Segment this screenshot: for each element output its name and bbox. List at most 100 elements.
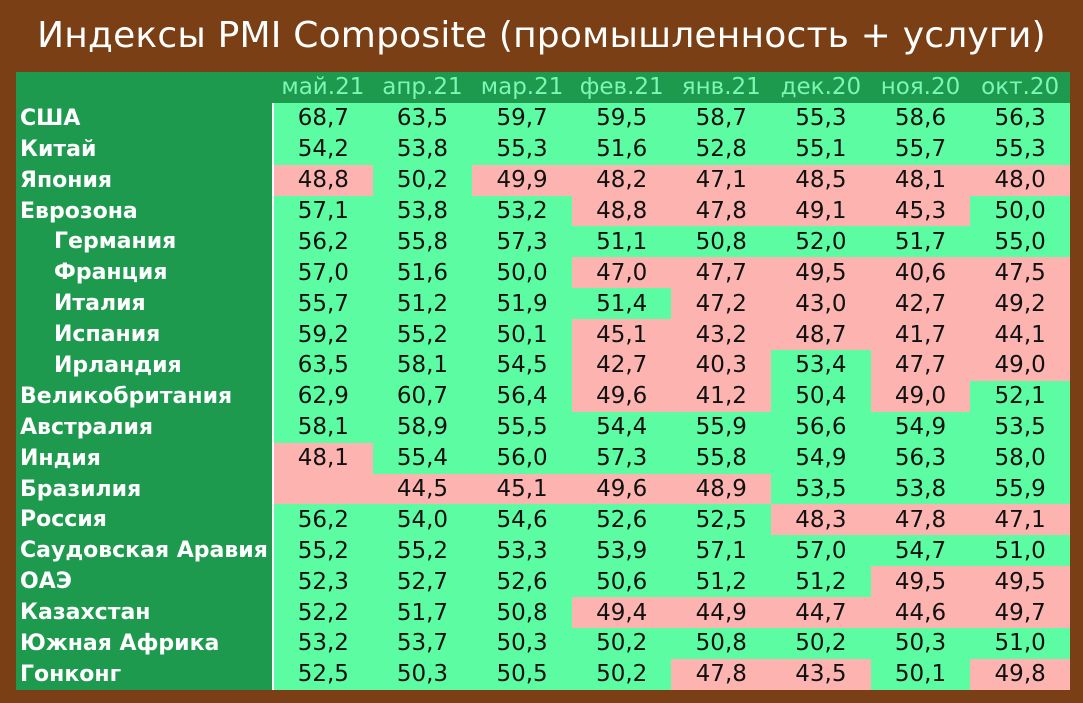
table-row: Великобритания 62,9 60,7 56,4 49,6 41,2 50,4 49… [16,380,1070,412]
value-cell: 49,1 [771,195,871,227]
value-cell: 53,2 [272,628,373,659]
value-cell: 49,6 [571,473,672,505]
value-cell: 50,0 [970,195,1070,227]
value-cell: 48,7 [771,319,871,351]
value-cell: 52,5 [671,504,772,536]
value-cell: 40,6 [870,257,971,289]
value-cell: 58,9 [372,411,473,443]
value-cell: 53,5 [771,473,871,505]
value-cell: 47,8 [671,195,772,227]
value-cell: 57,1 [671,535,772,567]
table-row: Япония 48,8 50,2 49,9 48,2 47,1 48,5 48,1 48,0 [16,164,1070,196]
table-row: Италия 55,7 51,2 51,9 51,4 47,2 43,0 42,7 49,2 [16,288,1070,320]
value-cell: 49,0 [870,380,971,412]
value-cell: 44,7 [771,597,871,629]
value-cell: 49,9 [472,164,572,196]
table-row: Казахстан 52,2 51,7 50,8 49,4 44,9 44,7 44,6 49,… [16,597,1070,629]
value-cell: 50,8 [671,226,772,258]
value-cell: 54,7 [870,535,971,567]
value-cell: 51,0 [970,628,1070,659]
value-cell: 57,1 [272,195,373,227]
value-cell: 50,3 [372,658,473,690]
table-row: Саудовская Аравия 55,2 55,2 53,3 53,9 57,1 57,… [16,535,1070,567]
country-label: Испания [16,319,274,351]
country-label: Россия [16,504,274,536]
value-cell: 43,2 [671,319,772,351]
value-cell: 57,0 [771,535,871,567]
column-header: мар.21 [472,72,572,103]
value-cell: 48,0 [970,164,1070,196]
value-cell: 56,3 [970,102,1070,134]
value-cell: 55,8 [671,442,772,474]
value-cell: 54,9 [870,411,971,443]
value-cell: 54,9 [771,442,871,474]
value-cell: 40,3 [671,350,772,381]
value-cell: 51,6 [571,133,672,165]
value-cell: 50,0 [472,257,572,289]
country-label: Австралия [16,411,274,443]
column-header: окт.20 [970,72,1070,103]
value-cell: 49,4 [571,597,672,629]
value-cell: 50,8 [671,628,772,659]
table-row: Южная Африка 53,2 53,7 50,3 50,2 50,8 50,2 50,3… [16,628,1070,659]
country-label: Казахстан [16,597,274,629]
column-header: ноя.20 [870,72,971,103]
value-cell: 49,5 [771,257,871,289]
value-cell: 48,5 [771,164,871,196]
value-cell: 55,9 [970,473,1070,505]
value-cell: 49,5 [970,566,1070,598]
corner-cell [16,72,274,103]
value-cell: 50,6 [571,566,672,598]
value-cell: 59,7 [472,102,572,134]
value-cell: 51,2 [771,566,871,598]
table-row: США 68,7 63,5 59,7 59,5 58,7 55,3 58,6 56,3 [16,102,1070,134]
value-cell: 58,6 [870,102,971,134]
value-cell: 56,0 [472,442,572,474]
value-cell: 49,5 [870,566,971,598]
value-cell: 55,3 [970,133,1070,165]
value-cell: 44,9 [671,597,772,629]
value-cell: 62,9 [272,380,373,412]
pmi-table: май.21 апр.21 мар.21 фев.21 янв.21 дек.20 ноя.… [16,72,1070,690]
value-cell: 47,1 [671,164,772,196]
value-cell: 43,5 [771,658,871,690]
table-row: Ирландия 63,5 58,1 54,5 42,7 40,3 53,4 47,7 49,0 [16,350,1070,381]
value-cell: 52,7 [372,566,473,598]
table-body: США 68,7 63,5 59,7 59,5 58,7 55,3 58,6 56,3 Китай… [16,102,1070,690]
value-cell: 47,8 [870,504,971,536]
value-cell: 55,2 [372,319,473,351]
value-cell: 50,3 [472,628,572,659]
country-label: Франция [16,257,274,289]
value-cell: 55,4 [372,442,473,474]
value-cell: 41,7 [870,319,971,351]
value-cell: 50,8 [472,597,572,629]
value-cell: 52,2 [272,597,373,629]
value-cell: 52,5 [272,658,373,690]
value-cell: 50,2 [771,628,871,659]
table-row: Франция 57,0 51,6 50,0 47,0 47,7 49,5 40,6 47,5 [16,257,1070,289]
value-cell: 59,5 [571,102,672,134]
table-row: Китай 54,2 53,8 55,3 51,6 52,8 55,1 55,7 55,3 [16,133,1070,165]
header-row: май.21 апр.21 мар.21 фев.21 янв.21 дек.20 ноя.… [16,72,1070,103]
value-cell: 50,2 [372,164,473,196]
value-cell: 49,2 [970,288,1070,320]
country-label: Гонконг [16,658,274,690]
value-cell: 47,0 [571,257,672,289]
column-header: янв.21 [671,72,772,103]
value-cell: 52,8 [671,133,772,165]
column-header: фев.21 [571,72,672,103]
value-cell: 48,8 [272,164,373,196]
value-cell: 54,2 [272,133,373,165]
value-cell: 51,7 [372,597,473,629]
value-cell: 41,2 [671,380,772,412]
table-row: Еврозона 57,1 53,8 53,2 48,8 47,8 49,1 45,3 50,0 [16,195,1070,227]
value-cell: 58,1 [272,411,373,443]
value-cell [272,473,373,505]
value-cell: 53,5 [970,411,1070,443]
value-cell: 53,8 [372,133,473,165]
value-cell: 49,8 [970,658,1070,690]
value-cell: 49,0 [970,350,1070,381]
value-cell: 53,8 [372,195,473,227]
value-cell: 54,5 [472,350,572,381]
value-cell: 52,6 [571,504,672,536]
